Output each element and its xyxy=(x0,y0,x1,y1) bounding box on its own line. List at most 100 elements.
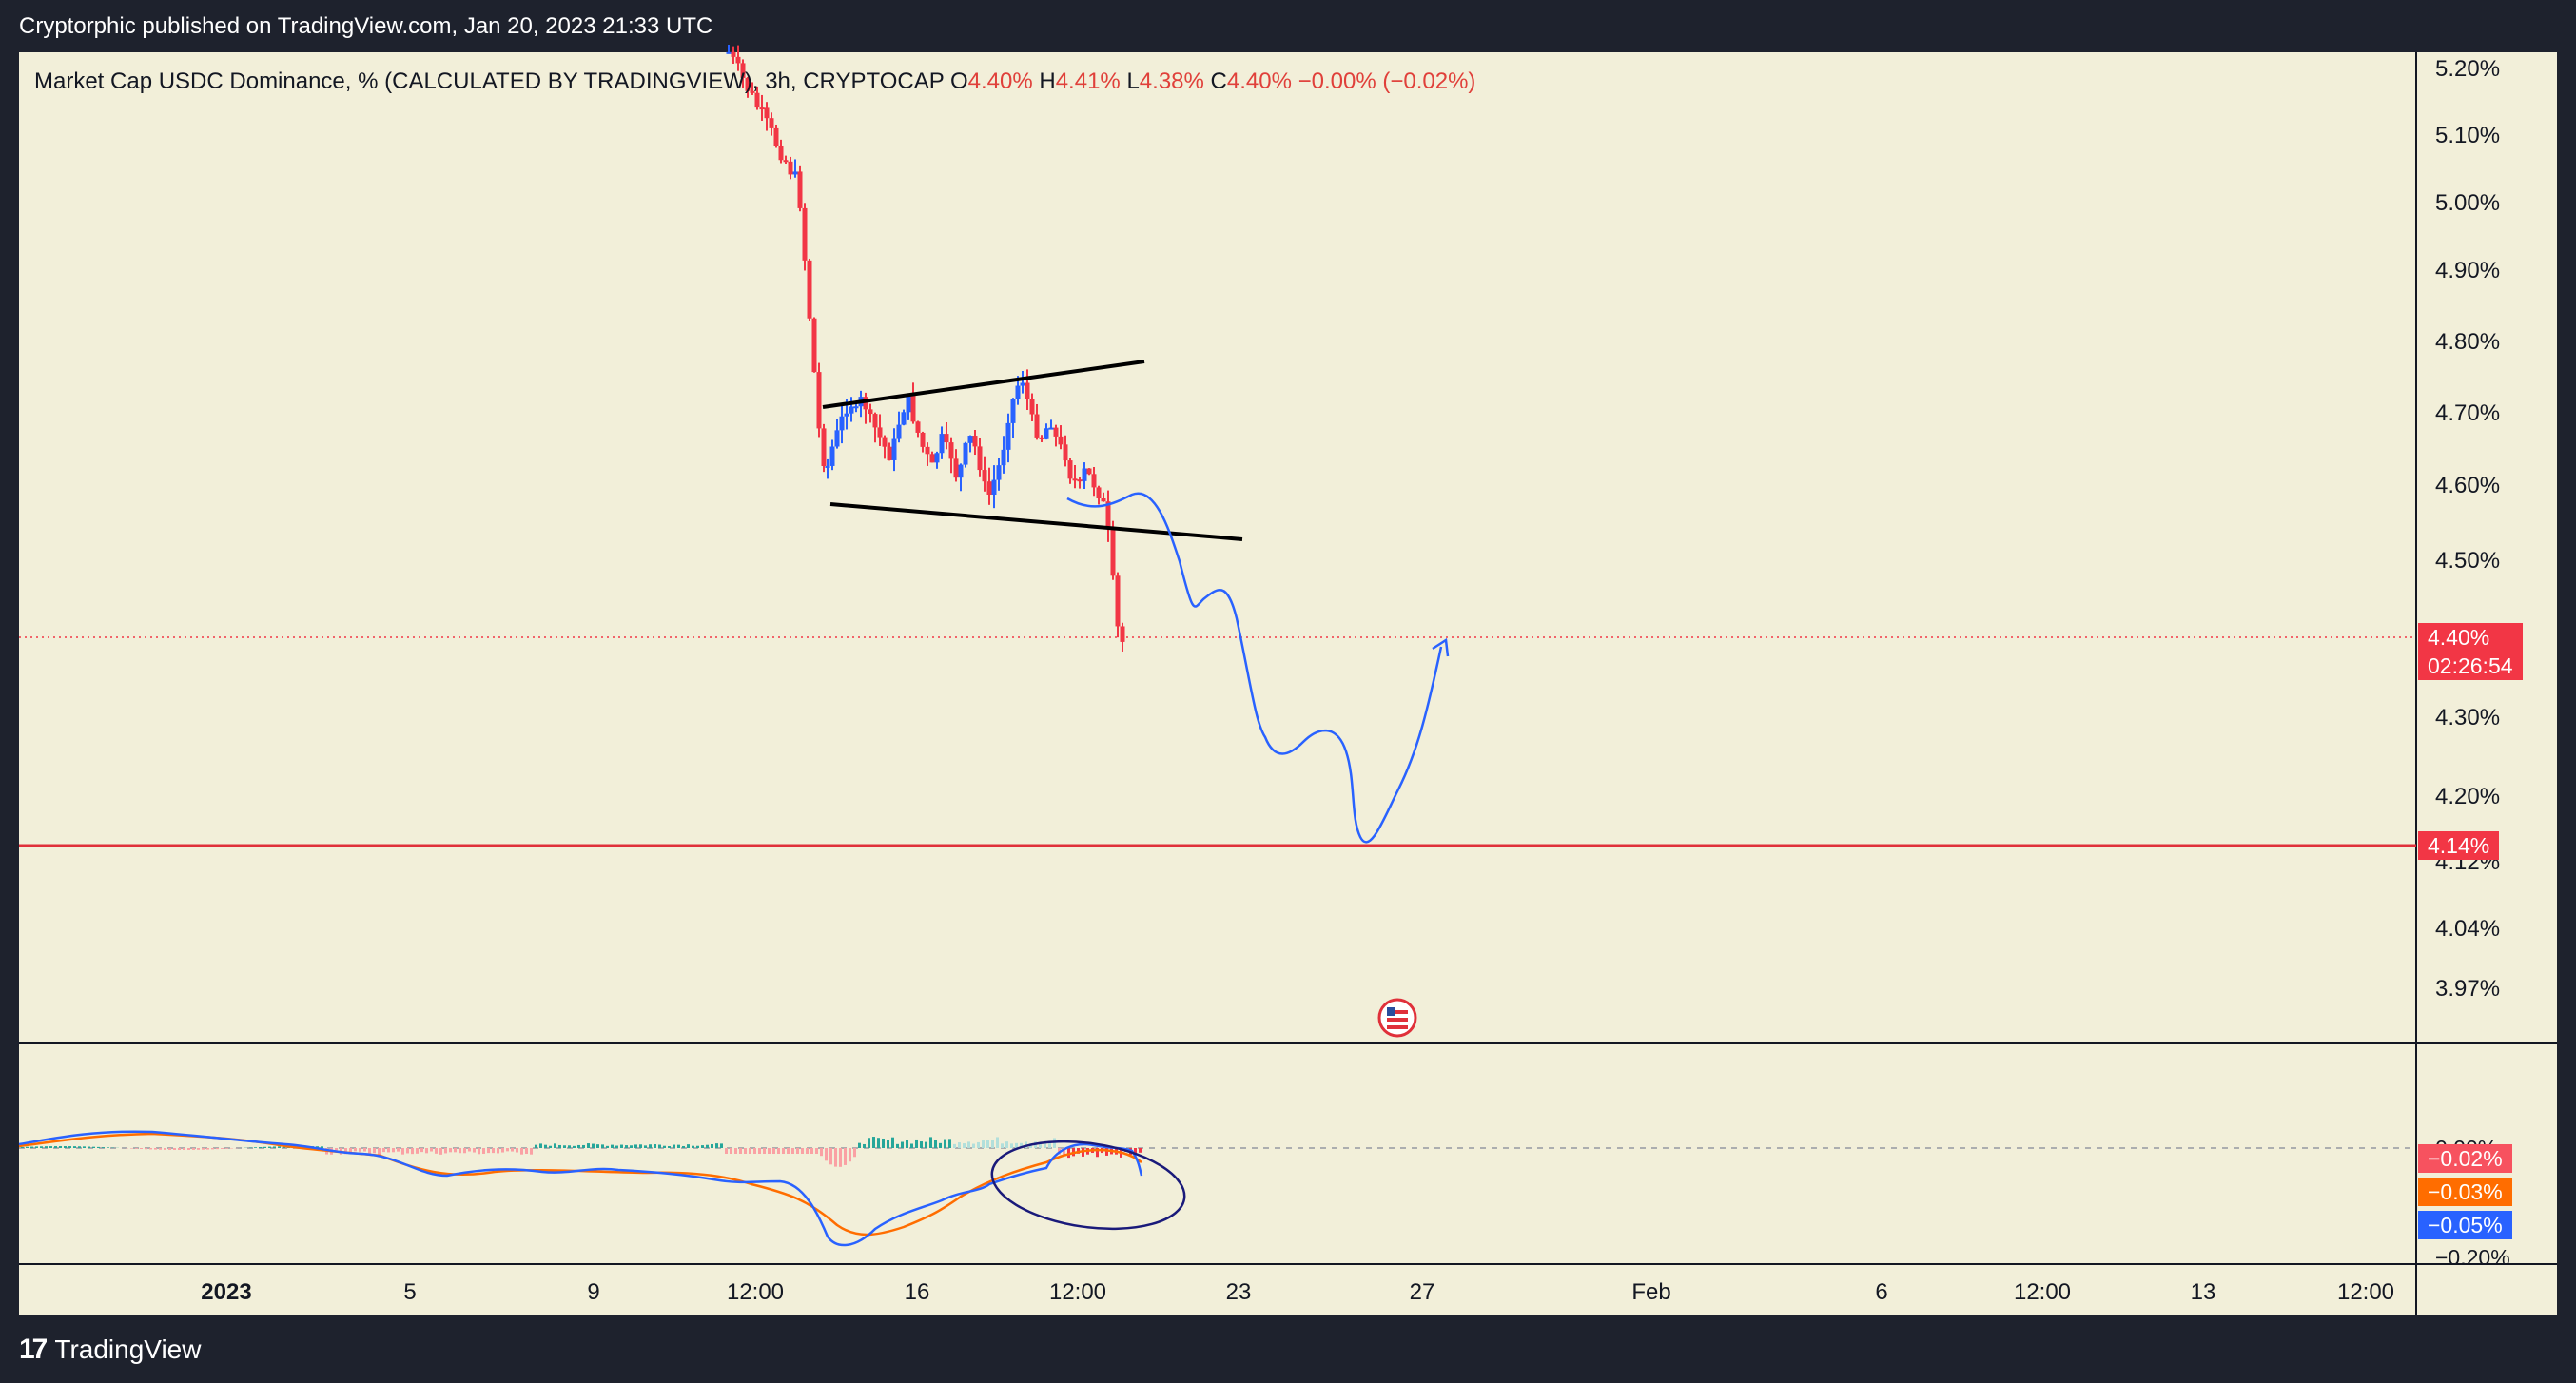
candle xyxy=(925,446,930,455)
candle xyxy=(991,479,997,495)
histogram-bar xyxy=(673,1144,675,1148)
histogram-bar xyxy=(425,1148,428,1154)
histogram-bar xyxy=(40,1146,43,1148)
histogram-bar xyxy=(558,1144,561,1148)
histogram-bar xyxy=(321,1146,323,1148)
projection-arrow xyxy=(1432,637,1450,657)
histogram-bar xyxy=(97,1146,100,1148)
high-value: 4.41% xyxy=(1055,68,1121,94)
candle xyxy=(797,171,803,208)
histogram-bar xyxy=(501,1148,504,1153)
histogram-bar xyxy=(135,1148,138,1149)
histogram-bar xyxy=(92,1146,95,1148)
y-tick-label: 4.70% xyxy=(2435,400,2500,426)
close-value: 4.40% xyxy=(1226,68,1292,94)
histogram-bar xyxy=(406,1148,409,1154)
histogram-bar xyxy=(392,1148,395,1153)
histogram-bar xyxy=(520,1148,523,1155)
macd-tag: −0.03% xyxy=(2418,1178,2512,1206)
histogram-bar xyxy=(68,1146,71,1148)
candle xyxy=(1025,382,1030,399)
histogram-bar xyxy=(615,1145,618,1148)
high-label: H xyxy=(1039,68,1056,94)
histogram-bar xyxy=(83,1146,86,1148)
histogram-bar xyxy=(154,1148,157,1150)
histogram-bar xyxy=(896,1143,899,1148)
x-tick-label: 12:00 xyxy=(727,1279,784,1305)
x-tick-label: 12:00 xyxy=(2337,1279,2394,1305)
histogram-bar xyxy=(654,1144,656,1148)
histogram-bar xyxy=(863,1143,866,1148)
histogram-bar xyxy=(696,1145,699,1148)
histogram-bar xyxy=(982,1140,985,1148)
histogram-bar xyxy=(915,1139,918,1148)
histogram-bar xyxy=(145,1148,147,1150)
histogram-bar xyxy=(211,1148,214,1150)
x-tick-label: 27 xyxy=(1410,1279,1435,1305)
histogram-bar xyxy=(711,1143,713,1148)
histogram-bar xyxy=(554,1143,556,1148)
highlight-ellipse xyxy=(990,1140,1186,1231)
histogram-bar xyxy=(1105,1148,1108,1156)
time-axis xyxy=(19,1264,2416,1315)
histogram-bar xyxy=(454,1148,457,1153)
histogram-bar xyxy=(986,1140,989,1148)
main-pane xyxy=(19,52,2416,1043)
histogram-bar xyxy=(772,1148,775,1154)
histogram-bar xyxy=(159,1148,162,1150)
histogram-bar xyxy=(891,1137,894,1148)
histogram-bar xyxy=(478,1148,480,1155)
footer-brand[interactable]: 17 TradingView xyxy=(19,1334,201,1366)
x-tick-label: 23 xyxy=(1226,1279,1252,1305)
histogram-bar xyxy=(206,1148,209,1150)
histogram-bar xyxy=(577,1144,580,1148)
x-tick-label: Feb xyxy=(1631,1279,1670,1305)
histogram-bar xyxy=(692,1145,694,1148)
candle xyxy=(773,127,779,146)
y-tick-label: 4.30% xyxy=(2435,705,2500,730)
x-tick-label: 2023 xyxy=(201,1279,251,1305)
histogram-bar xyxy=(706,1144,709,1148)
histogram-bar xyxy=(283,1146,285,1148)
histogram-bar xyxy=(382,1148,385,1153)
candle xyxy=(825,465,830,468)
x-tick-label: 6 xyxy=(1875,1279,1887,1305)
candle xyxy=(740,63,746,78)
histogram-bar xyxy=(839,1148,842,1167)
x-tick-label: 16 xyxy=(905,1279,930,1305)
candle xyxy=(839,416,845,431)
signal-tag: −0.05% xyxy=(2418,1211,2512,1239)
symbol-name: Market Cap USDC Dominance, % (CALCULATED… xyxy=(34,68,945,94)
histogram-bar xyxy=(777,1148,780,1154)
candle xyxy=(977,446,983,471)
histogram-bar xyxy=(202,1148,205,1150)
histogram-bar xyxy=(953,1143,956,1148)
candle xyxy=(1077,479,1083,482)
candle xyxy=(1082,468,1087,481)
histogram-bar xyxy=(649,1144,652,1148)
histogram-bar xyxy=(221,1148,224,1149)
candle xyxy=(1063,444,1068,461)
histogram-bar xyxy=(278,1146,281,1148)
histogram-bar xyxy=(102,1147,105,1148)
candle xyxy=(1096,487,1102,499)
histogram-bar xyxy=(378,1148,381,1155)
y-tick-labels: 5.20% 5.10% 5.00% 4.90% 4.80% 4.70% 4.60% 4.50%… xyxy=(2435,56,2500,1002)
histogram-bar xyxy=(107,1147,109,1148)
histogram-bar xyxy=(88,1146,90,1148)
histogram-bar xyxy=(397,1148,400,1152)
histogram-bar xyxy=(763,1148,766,1154)
tradingview-logo-icon: 17 xyxy=(19,1334,48,1365)
histogram-bar xyxy=(459,1148,461,1154)
candle xyxy=(901,412,907,425)
histogram-bar xyxy=(868,1138,870,1148)
histogram-bar xyxy=(516,1148,518,1153)
histogram-bar xyxy=(730,1148,732,1154)
x-tick-label: 13 xyxy=(2191,1279,2216,1305)
histogram-bar xyxy=(601,1144,604,1148)
candle xyxy=(868,409,873,415)
histogram-bar xyxy=(872,1137,875,1148)
candle xyxy=(882,437,888,447)
macd-line xyxy=(18,1130,1143,1247)
